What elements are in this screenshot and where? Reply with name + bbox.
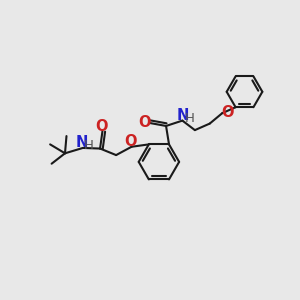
- Text: O: O: [221, 105, 234, 120]
- Text: N: N: [76, 135, 88, 150]
- Text: O: O: [125, 134, 137, 149]
- Text: H: H: [185, 112, 195, 125]
- Text: N: N: [176, 108, 189, 123]
- Text: H: H: [84, 139, 94, 152]
- Text: O: O: [96, 119, 108, 134]
- Text: O: O: [138, 115, 151, 130]
